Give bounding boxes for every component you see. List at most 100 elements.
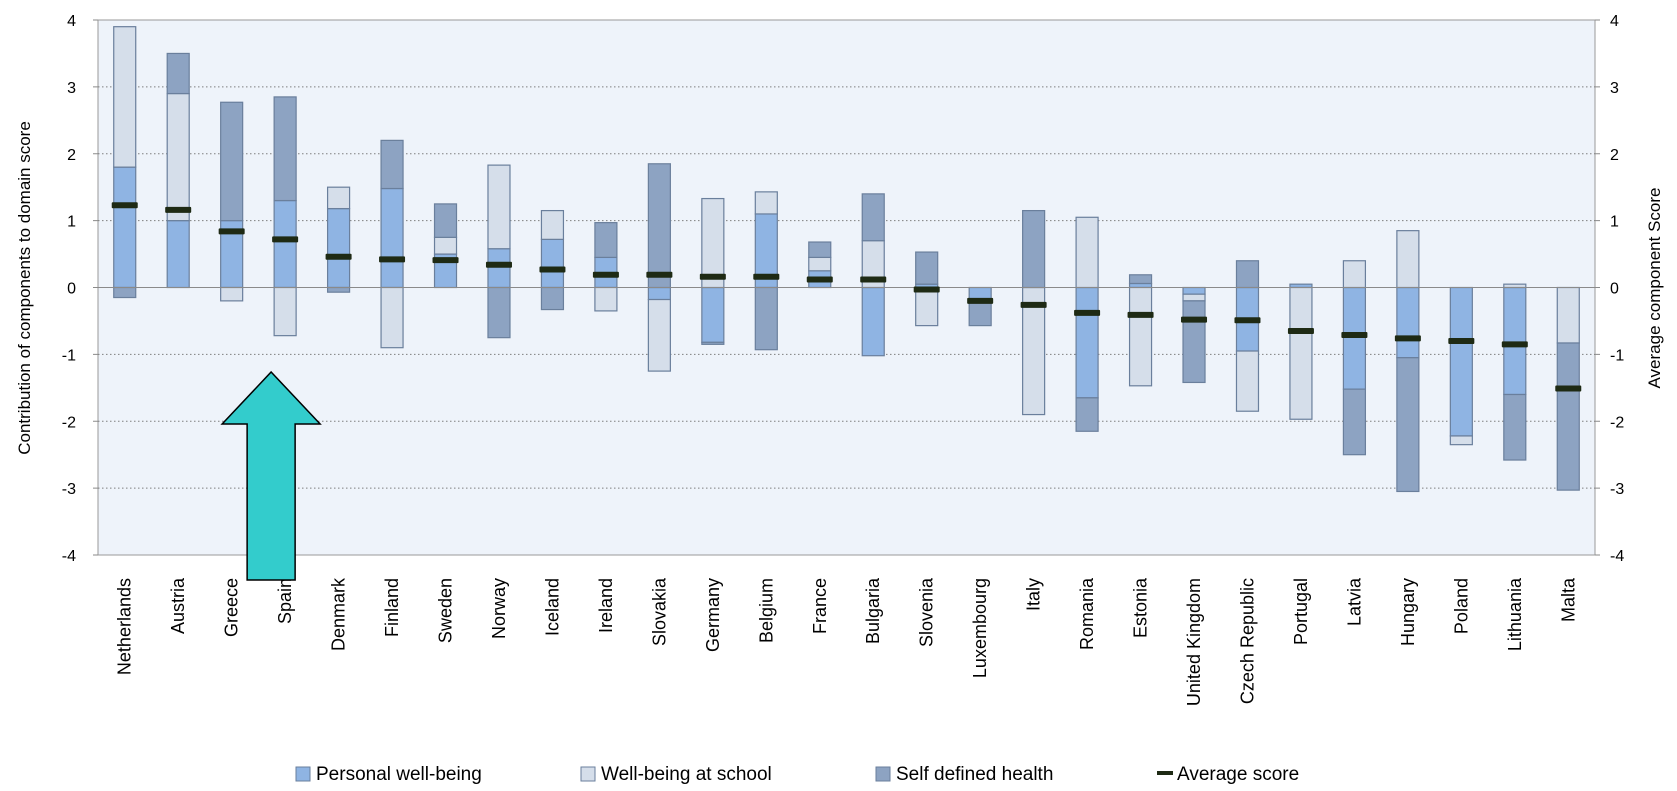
bar-bulgaria-personal-well-being: [861, 286, 885, 357]
category-label-greece: Greece: [222, 578, 242, 637]
category-label-belgium: Belgium: [756, 578, 776, 643]
bar-lithuania-self-defined-health: [1503, 393, 1527, 461]
bar-norway-personal-well-being: [487, 248, 511, 289]
category-label-hungary: Hungary: [1398, 578, 1418, 646]
category-label-portugal: Portugal: [1291, 578, 1311, 645]
y-axis-right: 4 3 2 1 0 -1 -2 -3 -4: [1595, 13, 1624, 565]
average-marker-denmark: [325, 253, 352, 260]
average-marker-estonia: [1127, 311, 1154, 318]
legend-swatch-personal-well-being: [295, 766, 311, 782]
arrow-up-icon: [220, 370, 322, 581]
average-marker-greece: [218, 228, 245, 235]
category-label-slovakia: Slovakia: [649, 577, 669, 646]
average-marker-bulgaria: [860, 276, 887, 283]
bar-united-kingdom-well-being-at-school: [1182, 293, 1206, 302]
y-tick-label: 4: [67, 13, 76, 30]
y2-axis-title: Average component Score: [1645, 188, 1664, 389]
bar-hungary-personal-well-being: [1396, 286, 1420, 359]
bar-united-kingdom-self-defined-health: [1182, 300, 1206, 384]
bar-ireland-well-being-at-school: [594, 286, 618, 312]
average-marker-czech-republic: [1234, 317, 1261, 324]
bar-netherlands-personal-well-being: [113, 166, 137, 289]
legend: Personal well-being Well-being at school S…: [295, 764, 1299, 785]
bar-romania-self-defined-health: [1075, 397, 1099, 432]
average-marker-hungary: [1394, 335, 1421, 342]
category-label-italy: Italy: [1024, 578, 1044, 611]
bar-norway-self-defined-health: [487, 286, 511, 339]
category-label-romania: Romania: [1077, 577, 1097, 650]
bar-belgium-well-being-at-school: [754, 191, 778, 215]
average-marker-romania: [1074, 309, 1101, 316]
y-axis-title: Contribution of components to domain sco…: [15, 121, 34, 455]
category-label-netherlands: Netherlands: [115, 578, 135, 675]
bars: [113, 26, 1580, 493]
legend-label-self-defined-health: Self defined health: [896, 764, 1053, 785]
y2-tick-label: 0: [1610, 281, 1619, 298]
average-marker-italy: [1020, 301, 1047, 308]
category-label-austria: Austria: [168, 577, 188, 634]
category-label-iceland: Iceland: [542, 578, 562, 636]
y2-tick-label: 1: [1610, 214, 1619, 231]
bar-spain-personal-well-being: [273, 199, 297, 289]
bar-romania-personal-well-being: [1075, 286, 1099, 399]
y-axis-left: 4 3 2 1 0 -1 -2 -3 -4: [62, 13, 98, 565]
legend-label-well-being-at-school: Well-being at school: [601, 764, 772, 785]
average-marker-luxembourg: [967, 297, 994, 304]
bar-luxembourg-self-defined-health: [968, 300, 992, 327]
average-marker-poland: [1448, 338, 1475, 344]
bar-sweden-well-being-at-school: [433, 236, 458, 255]
y2-tick-label: -4: [1610, 548, 1624, 565]
y2-tick-label: 4: [1610, 13, 1619, 30]
bar-portugal-well-being-at-school: [1289, 286, 1313, 420]
bar-estonia-self-defined-health: [1128, 274, 1153, 285]
average-marker-france: [806, 276, 833, 283]
bar-france-well-being-at-school: [808, 256, 832, 272]
bar-lithuania-personal-well-being: [1503, 286, 1527, 396]
y2-tick-label: 2: [1610, 147, 1619, 164]
bar-estonia-personal-well-being: [1128, 282, 1153, 289]
bar-bulgaria-self-defined-health: [861, 193, 885, 242]
annotation-arrow: [220, 370, 322, 581]
average-marker-slovakia: [646, 271, 673, 278]
bar-poland-well-being-at-school: [1449, 435, 1473, 446]
bar-greece-self-defined-health: [220, 101, 244, 222]
y-tick-label: -2: [62, 414, 76, 431]
bar-denmark-personal-well-being: [326, 207, 351, 289]
category-label-estonia: Estonia: [1131, 577, 1151, 638]
category-label-luxembourg: Luxembourg: [970, 578, 990, 678]
legend-swatch-self-defined-health: [875, 766, 891, 782]
legend-label-average-score: Average score: [1177, 764, 1299, 785]
y2-tick-label: 3: [1610, 80, 1619, 97]
bar-france-self-defined-health: [808, 241, 832, 259]
y2-tick-label: -1: [1610, 347, 1624, 364]
average-marker-portugal: [1287, 327, 1314, 334]
category-label-norway: Norway: [489, 578, 509, 639]
legend-swatch-average-score: [1157, 771, 1173, 775]
bar-latvia-self-defined-health: [1342, 388, 1367, 456]
category-label-latvia: Latvia: [1344, 577, 1364, 626]
legend-swatch-well-being-at-school: [580, 766, 596, 782]
bar-malta-self-defined-health: [1556, 342, 1580, 491]
category-label-germany: Germany: [703, 578, 723, 652]
legend-label-personal-well-being: Personal well-being: [316, 764, 482, 785]
category-label-finland: Finland: [382, 578, 402, 637]
bar-italy-self-defined-health: [1022, 209, 1046, 289]
bar-slovakia-self-defined-health: [647, 163, 671, 289]
y-tick-label: -1: [62, 347, 76, 364]
y-tick-label: -4: [62, 548, 76, 565]
average-marker-netherlands: [111, 202, 138, 209]
y-tick-label: 3: [67, 80, 76, 97]
average-marker-latvia: [1341, 331, 1368, 338]
bar-greece-well-being-at-school: [220, 286, 244, 302]
average-marker-lithuania: [1501, 341, 1528, 348]
bar-lithuania-well-being-at-school: [1503, 283, 1527, 289]
bar-slovakia-well-being-at-school: [647, 298, 671, 372]
category-label-malta: Malta: [1558, 577, 1578, 622]
bar-germany-personal-well-being: [701, 286, 725, 343]
category-labels: Netherlands Austria Greece Spain Denmark Finl…: [115, 577, 1579, 706]
bar-romania-well-being-at-school: [1075, 216, 1099, 289]
bar-poland-personal-well-being: [1449, 286, 1473, 437]
bar-slovakia-personal-well-being: [647, 286, 671, 301]
bar-united-kingdom-personal-well-being: [1182, 286, 1206, 295]
